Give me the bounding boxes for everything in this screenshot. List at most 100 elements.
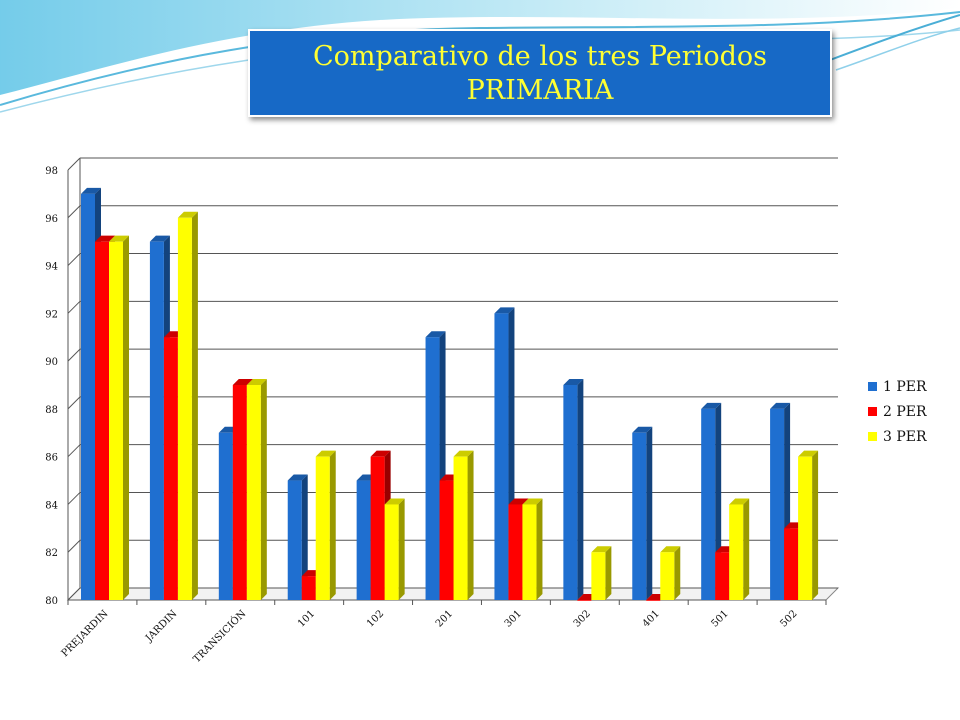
grid-diagonal: [67, 396, 81, 410]
legend-swatch: [868, 432, 877, 441]
bar: [563, 385, 578, 600]
y-tick-label: 88: [45, 405, 58, 416]
bar: [315, 456, 330, 600]
bar: [798, 456, 813, 600]
bar: [729, 504, 744, 600]
bar-side: [191, 211, 198, 600]
y-tick-label: 94: [45, 262, 58, 273]
bar-top: [632, 426, 653, 433]
bar-side: [260, 379, 267, 600]
bar-side: [812, 450, 819, 600]
x-tick-label: 102: [365, 608, 386, 629]
slide-title: Comparativo de los tres Periodos PRIMARI…: [248, 29, 832, 117]
legend-label: 2 PER: [883, 403, 927, 420]
bar-top: [232, 379, 253, 385]
grid-diagonal: [67, 205, 81, 219]
bar-side: [301, 474, 308, 600]
y-tick-label: 96: [45, 214, 58, 225]
bar-top: [660, 546, 681, 553]
y-tick-label: 82: [45, 548, 58, 559]
y-tick-label: 80: [45, 596, 58, 607]
bar-side: [605, 546, 612, 600]
bar: [453, 456, 468, 600]
bar-top: [384, 498, 405, 505]
legend-label: 1 PER: [883, 378, 927, 395]
legend-swatch: [868, 407, 877, 416]
legend-swatch: [868, 382, 877, 391]
bar: [770, 408, 785, 600]
bar-top: [109, 235, 129, 242]
bar: [701, 408, 716, 600]
bar-side: [329, 450, 336, 600]
bar-top: [729, 498, 750, 505]
x-tick-label: 501: [709, 608, 730, 629]
x-tick-label: 401: [641, 608, 662, 629]
bar-top: [81, 187, 101, 194]
legend-item: 1 PER: [868, 374, 927, 399]
bar-top: [315, 450, 336, 457]
bar-top: [95, 235, 115, 242]
bar: [301, 576, 316, 600]
title-line-1: Comparativo de los tres Periodos: [313, 41, 767, 72]
x-tick-label: TRANSICIÓN: [191, 607, 249, 665]
bar: [632, 432, 647, 600]
bar: [384, 504, 399, 600]
bar: [149, 241, 164, 600]
bar: [177, 217, 192, 600]
legend-item: 2 PER: [868, 399, 927, 424]
bar-top: [149, 235, 170, 242]
bar: [163, 337, 178, 600]
x-tick-label: 301: [503, 608, 524, 629]
bar-top: [453, 450, 474, 457]
bar-side: [536, 498, 543, 600]
grid-diagonal: [67, 300, 81, 314]
bar-top: [798, 450, 819, 457]
y-tick-label: 86: [45, 453, 58, 464]
legend-item: 3 PER: [868, 424, 927, 449]
bar-top: [494, 307, 515, 314]
bar-top: [177, 211, 198, 218]
bar-top: [770, 402, 791, 409]
bar: [646, 600, 661, 601]
bar-side: [674, 546, 681, 600]
bar: [370, 456, 385, 600]
x-tick-label: 201: [434, 608, 455, 629]
x-tick-label: 502: [778, 608, 799, 629]
bar-side: [123, 235, 129, 600]
bar: [522, 504, 537, 600]
bar: [715, 552, 730, 600]
bar-top: [246, 379, 267, 385]
bar: [246, 385, 261, 600]
y-tick-label: 92: [45, 309, 58, 320]
bar: [356, 480, 371, 600]
x-tick-label: JARDIN: [143, 608, 180, 645]
chart-legend: 1 PER 2 PER 3 PER: [868, 374, 927, 449]
bar: [95, 241, 109, 600]
title-line-2: PRIMARIA: [466, 75, 614, 106]
bar-side: [577, 379, 584, 600]
grid-diagonal: [67, 492, 81, 505]
bar-top: [425, 331, 446, 338]
bar-side: [743, 498, 750, 600]
bar-side: [398, 498, 405, 600]
bar: [508, 504, 523, 600]
bar: [218, 432, 233, 600]
y-tick-label: 84: [45, 500, 58, 511]
bar-top: [701, 402, 722, 409]
y-tick-label: 90: [45, 357, 58, 368]
x-tick-label: 302: [572, 608, 593, 629]
bar: [425, 337, 440, 600]
grid-diagonal: [67, 348, 81, 362]
bar: [109, 241, 123, 600]
grid-diagonal: [67, 539, 81, 553]
bar: [784, 528, 799, 600]
bar: [577, 600, 592, 601]
bar-top: [287, 474, 308, 481]
bar-top: [563, 379, 584, 385]
x-tick-label: PREJARDIN: [60, 608, 111, 659]
bar: [494, 313, 509, 600]
grid-diagonal: [67, 253, 81, 266]
bar: [232, 385, 247, 600]
bar: [81, 193, 95, 600]
